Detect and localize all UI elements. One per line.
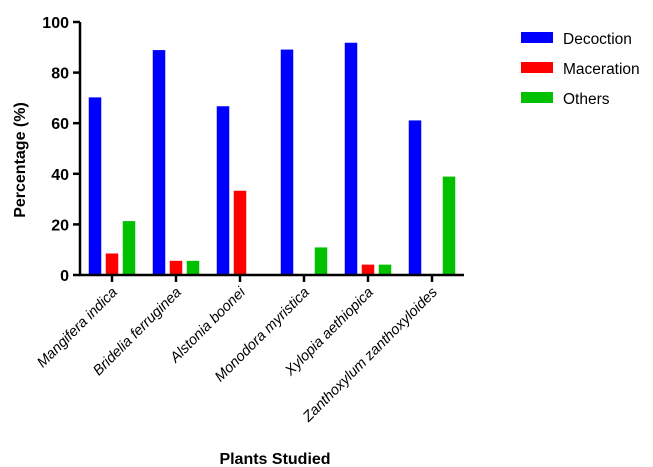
y-tick-label: 20 — [51, 217, 69, 234]
bar-decoction-5 — [408, 120, 422, 276]
legend-swatch-maceration — [521, 62, 553, 73]
bar-others-3 — [314, 247, 328, 275]
y-tick-label: 40 — [51, 167, 69, 184]
legend-swatch-decoction — [521, 32, 553, 43]
legend: Decoction Maceration Others — [521, 31, 640, 108]
y-tick-label: 100 — [42, 15, 69, 32]
bar-maceration-0 — [105, 253, 119, 275]
bar-maceration-4 — [361, 264, 375, 275]
bar-others-4 — [378, 264, 392, 275]
bar-decoction-1 — [152, 50, 166, 275]
bar-decoction-2 — [216, 106, 230, 276]
bar-decoction-3 — [280, 49, 294, 276]
y-axis-label: Percentage (%) — [12, 102, 29, 218]
x-axis-label: Plants Studied — [219, 451, 330, 467]
bar-decoction-4 — [344, 42, 358, 275]
bar-maceration-2 — [233, 190, 247, 275]
bar-maceration-1 — [169, 260, 183, 275]
x-tick-label: Zanthoxylum zanthoxyloides — [299, 285, 440, 426]
legend-label-maceration: Maceration — [563, 61, 640, 78]
y-tick-label: 60 — [51, 116, 69, 133]
legend-swatch-others — [521, 92, 553, 103]
bar-others-0 — [122, 221, 136, 275]
bar-decoction-0 — [88, 97, 102, 275]
bars-layer — [88, 42, 456, 276]
bar-others-5 — [442, 176, 456, 275]
bar-others-1 — [186, 260, 200, 275]
y-tick-label: 80 — [51, 66, 69, 83]
y-ticks: 0 20 40 60 80 100 — [42, 15, 80, 285]
legend-label-decoction: Decoction — [563, 31, 632, 48]
legend-label-others: Others — [563, 91, 610, 108]
y-tick-label: 0 — [60, 268, 69, 285]
